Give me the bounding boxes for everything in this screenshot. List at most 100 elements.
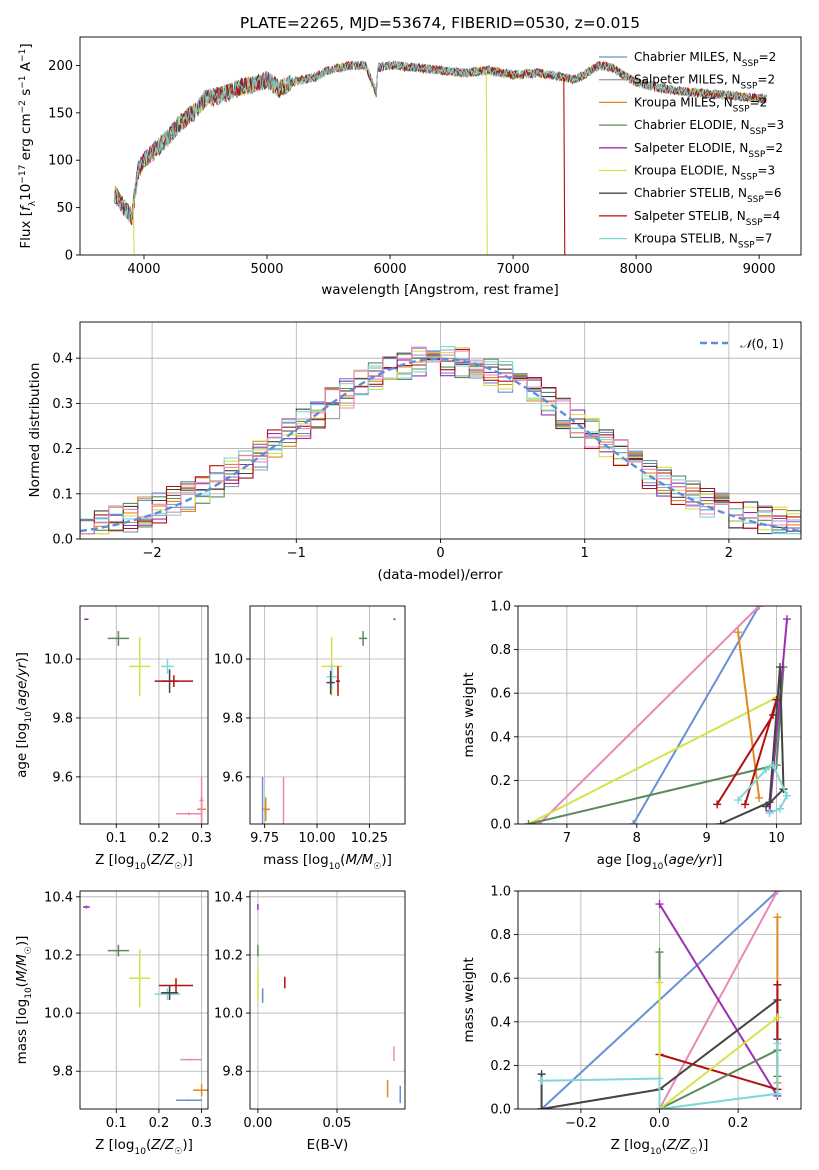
weight_vs_age-series-line (632, 606, 760, 824)
weight_vs_age-xtick-label: 7 (563, 831, 571, 846)
legend-label: Chabrier STELIB, NSSP=6 (634, 186, 782, 205)
residuals-xtick-label: 0 (436, 546, 444, 561)
age_vs_mass-ytick-label: 9.8 (222, 711, 243, 726)
weight_vs_Z-ytick-label: 0.6 (490, 972, 511, 987)
spectrum-xlabel: wavelength [Angstrom, rest frame] (321, 282, 559, 298)
weight_vs_age-series-line (716, 699, 778, 805)
weight_vs_Z-series-line (658, 982, 779, 1109)
mass_vs_Z-ytick-label: 10.0 (44, 1007, 73, 1022)
weight_vs_Z-series-line (658, 903, 779, 1097)
weight_vs_age-marker (765, 809, 774, 818)
mass_vs_EBV-ytick-label: 10.0 (214, 1007, 243, 1022)
weight_vs_Z-xlabel: Z [log10(Z/Z☉)] (611, 1137, 709, 1157)
mass_vs_EBV-ytick-label: 10.4 (214, 890, 243, 905)
weight_vs_age-marker (629, 820, 638, 824)
spectrum-dip (485, 70, 488, 255)
age_vs_mass-frame (249, 605, 406, 825)
weight_vs_Z-marker (773, 1013, 782, 1022)
spectrum-xtick-label: 6000 (374, 262, 407, 277)
weight_vs_Z-marker (655, 948, 664, 957)
mass_vs_EBV-xtick-label: 0.05 (323, 1116, 352, 1131)
normal-reference-curve (80, 357, 801, 533)
weight_vs_age-marker (755, 793, 764, 802)
spectrum-ytick-label: 100 (48, 154, 73, 169)
residuals-ytick-label: 0.1 (52, 487, 73, 502)
weight_vs_Z-ytick-label: 0.0 (490, 1103, 511, 1118)
weight_vs_age-series-line (768, 619, 788, 811)
spectrum-ytick-label: 0 (65, 249, 73, 264)
legend-label: Kroupa ELODIE, NSSP=3 (634, 164, 775, 183)
legend-label: Salpeter ELODIE, NSSP=2 (634, 141, 783, 160)
mass_vs_EBV-xtick-label: 0.00 (243, 1116, 272, 1131)
legend-label: Kroupa MILES, NSSP=2 (634, 95, 767, 114)
mass_vs_Z-xtick-label: 0.1 (106, 1116, 127, 1131)
weight_vs_age-ytick-label: 0.6 (490, 687, 511, 702)
residuals-xtick-label: 1 (581, 546, 589, 561)
weight_vs_age-marker (734, 796, 743, 805)
spectrum-ylabel: Flux [fλ10−17 erg cm−2 s−1 A−1] (18, 43, 38, 248)
spectrum-xtick-label: 8000 (620, 262, 653, 277)
age_vs_Z-xtick-label: 0.3 (191, 831, 212, 846)
mass_vs_EBV-frame (249, 890, 406, 1110)
residuals-xtick-label: −1 (287, 546, 306, 561)
weight_vs_Z-xtick-label: −0.2 (565, 1116, 597, 1131)
residuals-xtick-label: 2 (725, 546, 733, 561)
weight_vs_age-marker (713, 800, 722, 809)
age_vs_Z-ytick-label: 9.8 (52, 711, 73, 726)
weight_vs_age-series-line (528, 696, 777, 824)
mass_vs_Z-ytick-label: 10.2 (44, 948, 73, 963)
histogram-series (80, 346, 801, 535)
age_vs_Z-xlabel: Z [log10(Z/Z☉)] (95, 852, 193, 872)
spectrum-xtick-label: 7000 (497, 262, 530, 277)
mass_vs_Z-xtick-label: 0.2 (149, 1116, 170, 1131)
age_vs_Z-ylabel: age [log10(age/yr)] (14, 652, 34, 778)
residuals-xlabel: (data-model)/error (377, 567, 503, 583)
mass_vs_Z-xtick-label: 0.3 (191, 1116, 212, 1131)
weight_vs_Z-marker (655, 1074, 664, 1083)
residuals-frame (79, 321, 802, 540)
weight_vs_Z-frame (517, 890, 802, 1110)
residuals-ylabel: Normed distribution (27, 363, 43, 498)
age_vs_Z-xtick-label: 0.1 (106, 831, 127, 846)
age_vs_mass-xtick-label: 10.00 (298, 831, 335, 846)
legend-label: Kroupa STELIB, NSSP=7 (634, 232, 772, 251)
weight_vs_age-marker (734, 628, 743, 637)
legend-label: Chabrier ELODIE, NSSP=3 (634, 118, 784, 137)
mass_vs_Z-ytick-label: 9.8 (52, 1065, 73, 1080)
weight_vs_Z-marker (655, 900, 664, 909)
weight_vs_age-ytick-label: 0.2 (490, 774, 511, 789)
weight_vs_age-xtick-label: 10 (768, 831, 785, 846)
age_vs_Z-ytick-label: 9.6 (52, 770, 73, 785)
spectrum-ytick-label: 50 (56, 201, 73, 216)
weight_vs_Z-marker (537, 1076, 546, 1085)
age_vs_Z-xtick-label: 0.2 (149, 831, 170, 846)
weight_vs_age-marker (783, 791, 792, 800)
weight_vs_Z-ylabel: mass weight (461, 957, 477, 1042)
age_vs_Z-ytick-label: 10.0 (44, 653, 73, 668)
residuals-ytick-label: 0.3 (52, 397, 73, 412)
weight_vs_age-ytick-label: 0.4 (490, 730, 511, 745)
weight_vs_age-marker (776, 663, 785, 672)
residuals-xtick-label: −2 (143, 546, 162, 561)
age_vs_mass-xtick-label: 9.75 (250, 831, 279, 846)
weight_vs_age-marker (762, 765, 771, 774)
spectrum-dip (132, 198, 135, 255)
weight_vs_age-ytick-label: 0.8 (490, 643, 511, 658)
weight_vs_Z-xtick-label: 0.0 (649, 1116, 670, 1131)
weight_vs_age-xlabel: age [log10(age/yr)] (597, 852, 723, 872)
weight_vs_age-marker (755, 606, 764, 610)
age_vs_mass-ytick-label: 9.6 (222, 770, 243, 785)
residuals-ytick-label: 0.4 (52, 352, 73, 367)
weight_vs_age-frame (517, 605, 802, 825)
weight_vs_Z-ytick-label: 0.4 (490, 1015, 511, 1030)
weight_vs_Z-marker (537, 1105, 546, 1109)
weight_vs_age-marker (783, 615, 792, 624)
weight_vs_age-xtick-label: 8 (633, 831, 641, 846)
weight_vs_Z-series-line (541, 1043, 779, 1109)
weight_vs_Z-marker (773, 891, 782, 895)
residuals-ytick-label: 0.2 (52, 442, 73, 457)
spectrum-xtick-label: 9000 (743, 262, 776, 277)
spectrum-frame (79, 36, 802, 256)
spectrum-xtick-label: 4000 (127, 262, 160, 277)
